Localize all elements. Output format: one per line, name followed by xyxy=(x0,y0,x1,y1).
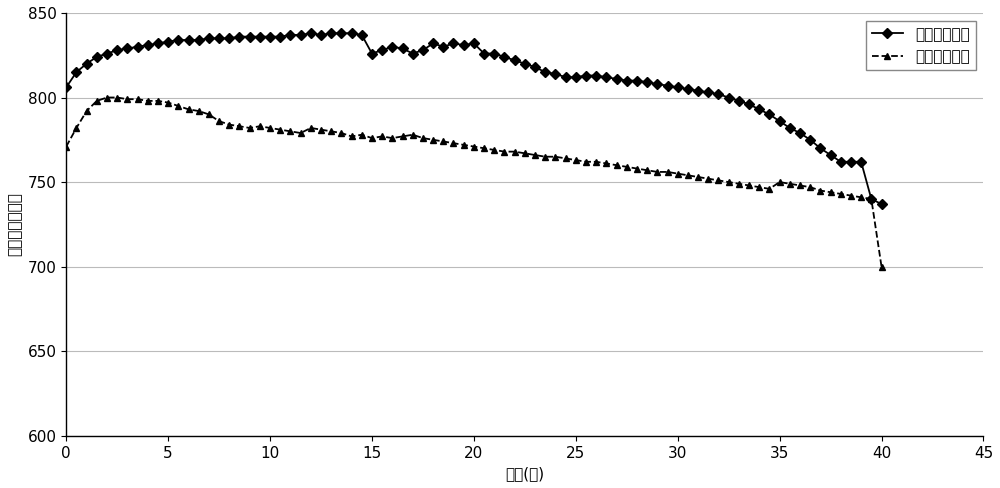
精轧终轧温度 xyxy=(876,201,888,207)
Y-axis label: 温度（摄氏度）: 温度（摄氏度） xyxy=(7,192,22,256)
Line: 冷却开始温度: 冷却开始温度 xyxy=(63,94,885,270)
精轧终轧温度 xyxy=(305,30,317,36)
冷却开始温度 xyxy=(876,264,888,269)
冷却开始温度 xyxy=(101,95,113,101)
X-axis label: 长度(米): 长度(米) xyxy=(505,466,544,481)
冷却开始温度 xyxy=(672,171,684,177)
精轧终轧温度 xyxy=(672,84,684,90)
冷却开始温度 xyxy=(519,150,531,156)
精轧终轧温度 xyxy=(733,98,745,104)
精轧终轧温度 xyxy=(60,84,72,90)
Legend: 精轧终轧温度, 冷却开始温度: 精轧终轧温度, 冷却开始温度 xyxy=(866,20,976,70)
冷却开始温度 xyxy=(60,143,72,149)
冷却开始温度 xyxy=(804,184,816,190)
冷却开始温度 xyxy=(774,179,786,185)
精轧终轧温度 xyxy=(774,118,786,124)
冷却开始温度 xyxy=(580,159,592,165)
精轧终轧温度 xyxy=(580,73,592,79)
精轧终轧温度 xyxy=(804,137,816,142)
精轧终轧温度 xyxy=(519,61,531,67)
Line: 精轧终轧温度: 精轧终轧温度 xyxy=(63,30,885,207)
冷却开始温度 xyxy=(733,181,745,187)
